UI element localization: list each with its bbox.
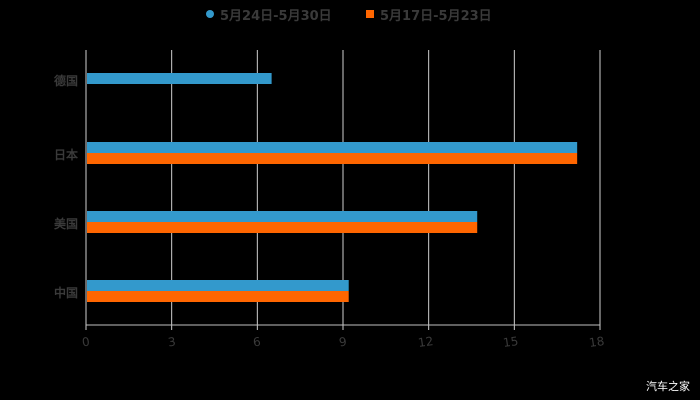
bar[interactable] bbox=[87, 280, 349, 291]
category-label: 德国 bbox=[53, 74, 78, 88]
bar[interactable] bbox=[87, 142, 578, 153]
bar[interactable] bbox=[87, 73, 272, 84]
tick-label: 12 bbox=[416, 334, 434, 350]
legend-label: 5月17日-5月23日 bbox=[380, 8, 492, 24]
category-label: 美国 bbox=[53, 217, 78, 231]
bar[interactable] bbox=[87, 291, 349, 302]
chart-legend: 5月24日-5月30日 5月17日-5月23日 bbox=[0, 4, 700, 24]
tick-label: 18 bbox=[588, 334, 606, 350]
bar[interactable] bbox=[87, 153, 578, 164]
bar[interactable] bbox=[87, 222, 478, 233]
tick-label: 3 bbox=[166, 334, 177, 350]
bar[interactable] bbox=[87, 211, 478, 222]
legend-item-week-may17-23[interactable]: 5月17日-5月23日 bbox=[366, 4, 492, 24]
legend-circle-icon bbox=[206, 10, 214, 18]
watermark: 汽车之家 bbox=[646, 380, 690, 393]
legend-item-week-may24-30[interactable]: 5月24日-5月30日 bbox=[206, 4, 332, 24]
category-label: 中国 bbox=[53, 286, 78, 300]
category-label: 日本 bbox=[53, 148, 78, 162]
legend-square-icon bbox=[366, 10, 374, 18]
legend-label: 5月24日-5月30日 bbox=[220, 8, 332, 24]
tick-label: 15 bbox=[502, 334, 520, 350]
